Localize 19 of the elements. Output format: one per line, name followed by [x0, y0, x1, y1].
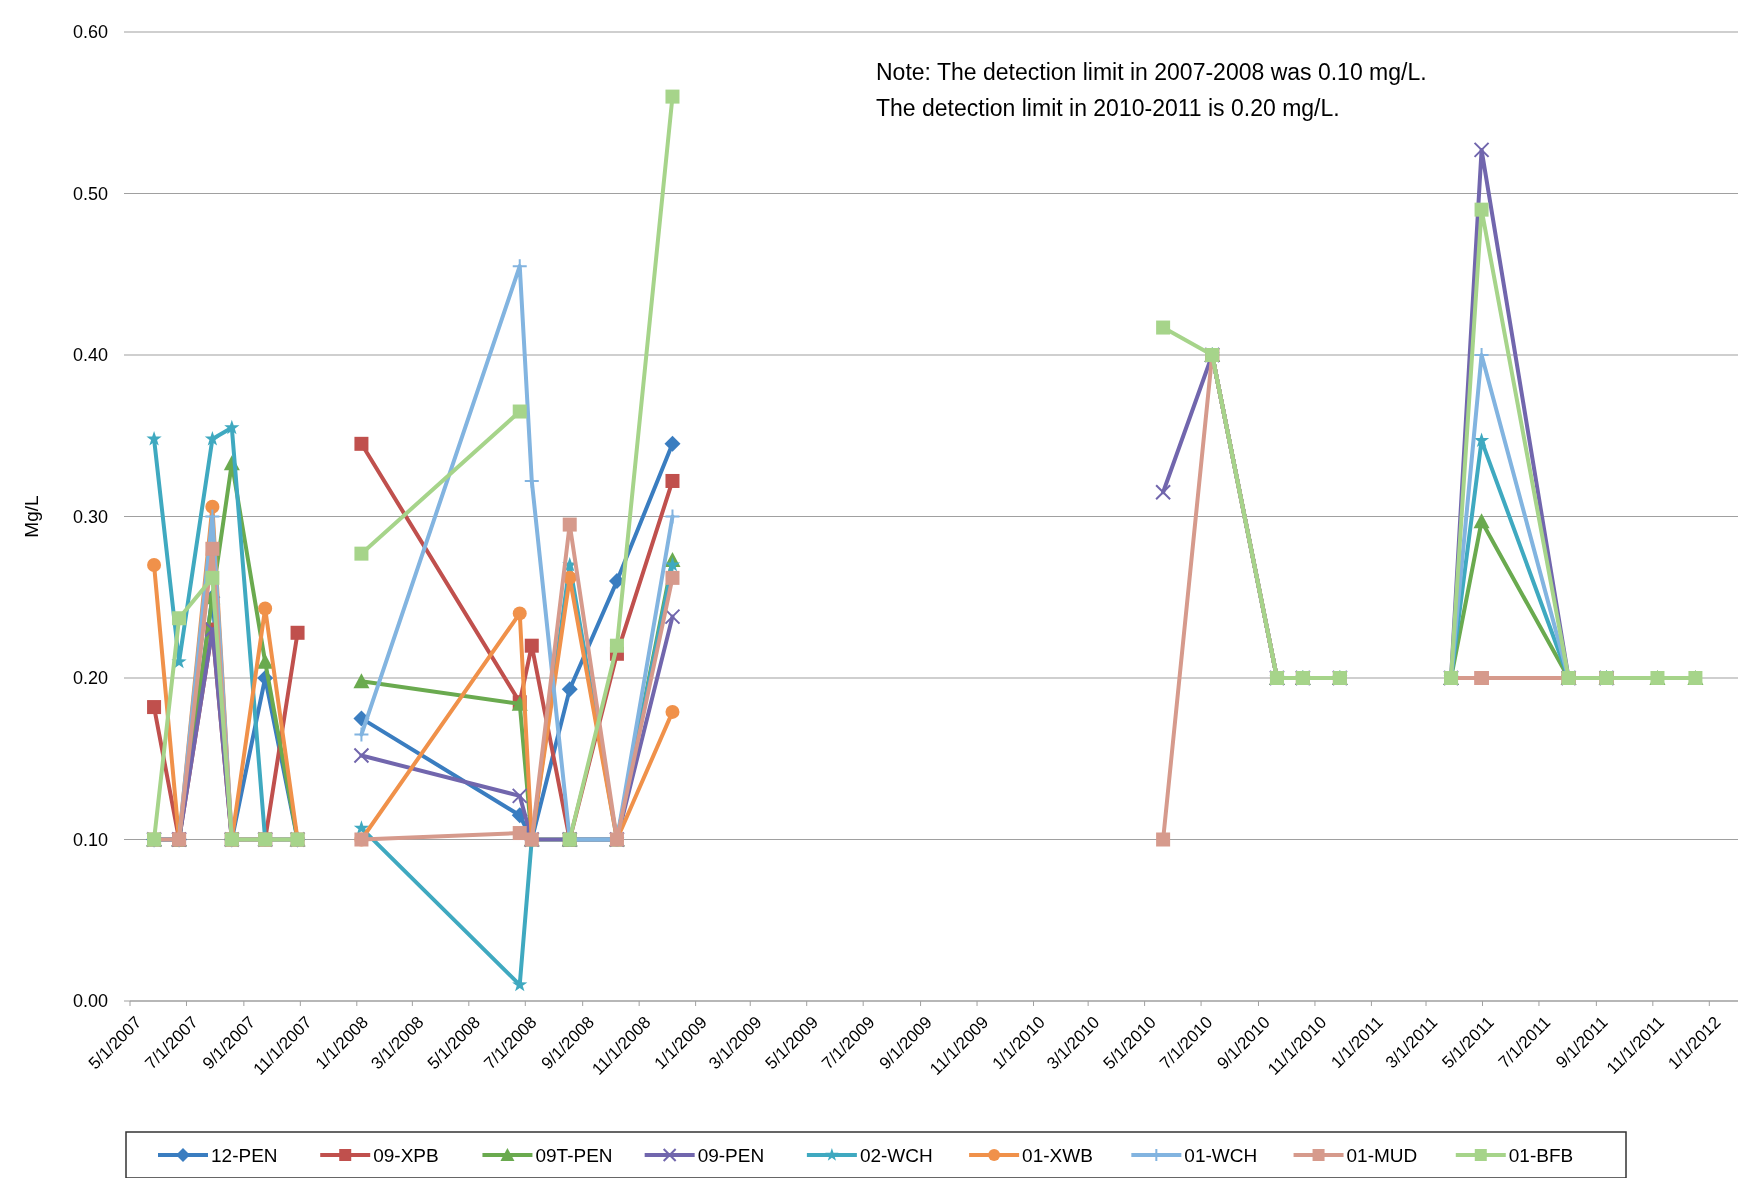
- y-tick-label: 0.00: [72, 991, 108, 1012]
- y-axis-title: Mg/L: [21, 495, 42, 538]
- legend-label: 01-WCH: [1184, 1144, 1258, 1166]
- legend-label: 01-BFB: [1508, 1144, 1574, 1166]
- legend-label: 09T-PEN: [535, 1144, 613, 1166]
- annotation: The detection limit in 2010-2011 is 0.20 mg/L.: [876, 95, 1340, 121]
- legend-label: 01-XWB: [1022, 1144, 1093, 1166]
- legend-label: 09-PEN: [697, 1144, 765, 1166]
- y-tick-label: 0.40: [72, 345, 108, 366]
- legend-label: 02-WCH: [859, 1144, 933, 1166]
- y-tick-label: 0.10: [72, 829, 108, 850]
- y-tick-label: 0.20: [72, 668, 108, 689]
- y-tick-label: 0.30: [72, 506, 108, 527]
- legend-label: 01-MUD: [1346, 1144, 1418, 1166]
- legend-label: 09-XPB: [373, 1144, 439, 1166]
- legend-label: 12-PEN: [211, 1144, 278, 1166]
- y-tick-label: 0.50: [72, 183, 108, 204]
- y-tick-label: 0.60: [72, 22, 108, 43]
- annotation: Note: The detection limit in 2007-2008 was 0.10 mg/L.: [876, 59, 1427, 85]
